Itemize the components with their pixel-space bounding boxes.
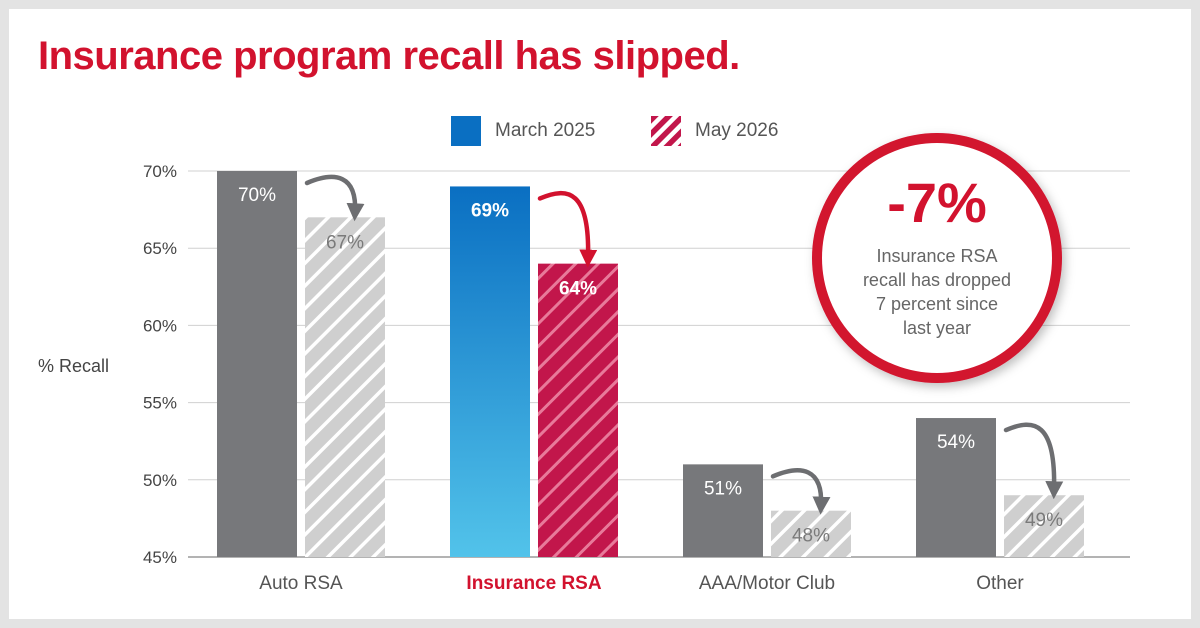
- y-tick-label: 50%: [143, 471, 177, 490]
- bar-may-2026: [771, 510, 851, 557]
- callout-line: Insurance RSA: [876, 246, 997, 266]
- y-tick-label: 55%: [143, 394, 177, 413]
- x-category-label: Other: [976, 573, 1024, 594]
- x-category-label: Insurance RSA: [466, 573, 601, 594]
- y-axis-label: % Recall: [38, 356, 110, 376]
- legend-label: May 2026: [695, 120, 779, 141]
- data-label: 67%: [326, 232, 364, 253]
- bar-march-2025: [683, 464, 763, 557]
- drop-arrow-icon: [304, 174, 365, 222]
- data-label: 70%: [238, 185, 276, 206]
- drop-arrow-icon: [770, 468, 831, 515]
- drop-arrow-icon: [1003, 422, 1064, 500]
- drop-arrow-icon: [537, 190, 598, 268]
- data-label: 69%: [471, 200, 509, 221]
- bar-may-2026: [538, 263, 618, 557]
- x-category-label: AAA/Motor Club: [699, 573, 835, 594]
- callout-line: 7 percent since: [876, 294, 998, 314]
- data-label: 48%: [792, 526, 830, 547]
- y-tick-label: 65%: [143, 239, 177, 258]
- data-label: 64%: [559, 279, 597, 300]
- bar-march-2025: [450, 186, 530, 557]
- y-tick-label: 70%: [143, 162, 177, 181]
- blue-solid-swatch: [451, 116, 481, 146]
- callout-ring: [812, 133, 1062, 383]
- callout-value: -7%: [887, 171, 987, 234]
- red-hatched-swatch: [651, 116, 681, 146]
- data-label: 51%: [704, 478, 742, 499]
- callout-line: last year: [903, 318, 971, 338]
- page-title: Insurance program recall has slipped.: [38, 34, 740, 78]
- x-category-label: Auto RSA: [259, 573, 343, 594]
- y-tick-label: 60%: [143, 316, 177, 335]
- bar-march-2025: [916, 418, 996, 557]
- data-label: 54%: [937, 432, 975, 453]
- bar-march-2025: [217, 171, 297, 557]
- y-tick-label: 45%: [143, 548, 177, 567]
- callout-line: recall has dropped: [863, 270, 1011, 290]
- legend-item-may-2026: May 2026: [651, 116, 778, 146]
- bar-may-2026: [1004, 495, 1084, 557]
- legend-label: March 2025: [495, 120, 596, 141]
- bar-may-2026: [305, 217, 385, 557]
- data-label: 49%: [1025, 510, 1063, 531]
- legend-item-march-2025: March 2025: [451, 116, 595, 146]
